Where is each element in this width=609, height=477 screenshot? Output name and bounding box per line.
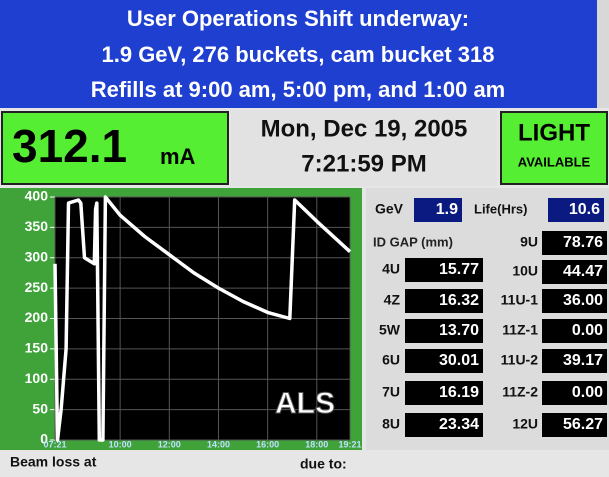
value: 36.00 bbox=[563, 292, 603, 309]
x-tick-label: 19:21 bbox=[338, 439, 361, 449]
value: 15.77 bbox=[439, 261, 479, 278]
value-box bbox=[405, 258, 483, 282]
label: ID GAP (mm) bbox=[373, 234, 453, 249]
footer bbox=[0, 450, 609, 477]
value-box bbox=[414, 198, 462, 222]
label: 6U bbox=[382, 352, 400, 368]
label: 7U bbox=[382, 384, 400, 400]
value-box bbox=[542, 349, 607, 373]
footer-text: Beam loss at bbox=[10, 454, 97, 470]
value: 44.47 bbox=[563, 263, 603, 280]
x-tick-label: 12:00 bbox=[158, 439, 181, 449]
label: 11Z-2 bbox=[502, 384, 538, 400]
label: 10U bbox=[512, 263, 538, 279]
y-tick-label: 0 bbox=[40, 431, 48, 447]
value: 13.70 bbox=[439, 322, 479, 339]
current-line bbox=[53, 195, 352, 442]
banner-line: 1.9 GeV, 276 buckets, cam bucket 318 bbox=[102, 42, 495, 67]
label: 12U bbox=[512, 416, 538, 432]
x-tick-label: 07:21 bbox=[43, 439, 66, 449]
time: 7:21:59 PM bbox=[301, 150, 426, 177]
value: 16.32 bbox=[439, 292, 479, 309]
value-box bbox=[542, 260, 607, 284]
plot-annotation: ALS bbox=[275, 387, 335, 420]
value: 0.00 bbox=[572, 322, 603, 339]
banner bbox=[0, 0, 597, 108]
y-tick-label: 150 bbox=[25, 340, 49, 356]
value-box bbox=[542, 319, 607, 343]
light-status: LIGHT bbox=[518, 119, 590, 146]
value: 1.9 bbox=[436, 201, 458, 218]
value: 39.17 bbox=[563, 352, 603, 369]
value: 16.19 bbox=[439, 384, 479, 401]
value: 56.27 bbox=[563, 416, 603, 433]
label: 11U-1 bbox=[501, 292, 539, 308]
x-tick-label: 14:00 bbox=[207, 439, 230, 449]
value-box bbox=[405, 349, 483, 373]
date: Mon, Dec 19, 2005 bbox=[261, 115, 468, 142]
scrollbar[interactable] bbox=[597, 0, 609, 108]
plot: 0 50 100 150 200 250 300 350 400 07:21 10:00 12:00 1… bbox=[25, 188, 362, 450]
x-tick-label: 18:00 bbox=[305, 439, 328, 449]
light-box bbox=[500, 111, 608, 185]
value-box bbox=[405, 319, 483, 343]
y-tick-label: 300 bbox=[25, 248, 49, 264]
label: 4U bbox=[382, 261, 400, 277]
value-box bbox=[542, 381, 607, 405]
x-tick-label: 10:00 bbox=[109, 439, 132, 449]
y-tick-label: 250 bbox=[25, 279, 49, 295]
label: 9U bbox=[520, 234, 538, 250]
value-box bbox=[542, 413, 607, 437]
label: 11U-2 bbox=[501, 352, 539, 368]
current-box bbox=[1, 111, 229, 185]
value-box bbox=[405, 413, 483, 437]
value: 78.76 bbox=[563, 234, 603, 251]
label: 5W bbox=[379, 322, 401, 338]
footer-text: due to: bbox=[300, 456, 347, 472]
value-box bbox=[542, 231, 607, 255]
label: 11Z-1 bbox=[502, 322, 538, 338]
value-box bbox=[405, 289, 483, 313]
y-tick-label: 100 bbox=[25, 370, 49, 386]
datetime-box bbox=[231, 110, 497, 186]
value: 0.00 bbox=[572, 384, 603, 401]
value-box bbox=[405, 381, 483, 405]
x-tick-label: 16:00 bbox=[256, 439, 279, 449]
label: 8U bbox=[382, 416, 400, 432]
value-box bbox=[542, 289, 607, 313]
banner-line: Refills at 9:00 am, 5:00 pm, and 1:00 am bbox=[91, 77, 506, 102]
readings: GeV 1.9 Life(Hrs) 10.6 ID GAP (mm) 4U 15.77 4Z 1… bbox=[373, 198, 607, 437]
light-detail: AVAILABLE bbox=[518, 154, 591, 169]
y-tick-label: 200 bbox=[25, 309, 49, 325]
value: 10.6 bbox=[569, 201, 600, 218]
value-box bbox=[548, 198, 604, 222]
value: 30.01 bbox=[439, 352, 479, 369]
y-tick-label: 400 bbox=[25, 188, 49, 204]
banner-line: User Operations Shift underway: bbox=[127, 6, 469, 31]
label: Life(Hrs) bbox=[474, 201, 527, 216]
label: GeV bbox=[375, 201, 404, 217]
beam-unit: mA bbox=[160, 144, 196, 169]
label: 4Z bbox=[384, 292, 401, 308]
y-tick-label: 350 bbox=[25, 218, 49, 234]
value: 23.34 bbox=[439, 416, 479, 433]
y-tick-label: 50 bbox=[32, 400, 48, 416]
beam-current: 312.1 bbox=[12, 120, 127, 172]
